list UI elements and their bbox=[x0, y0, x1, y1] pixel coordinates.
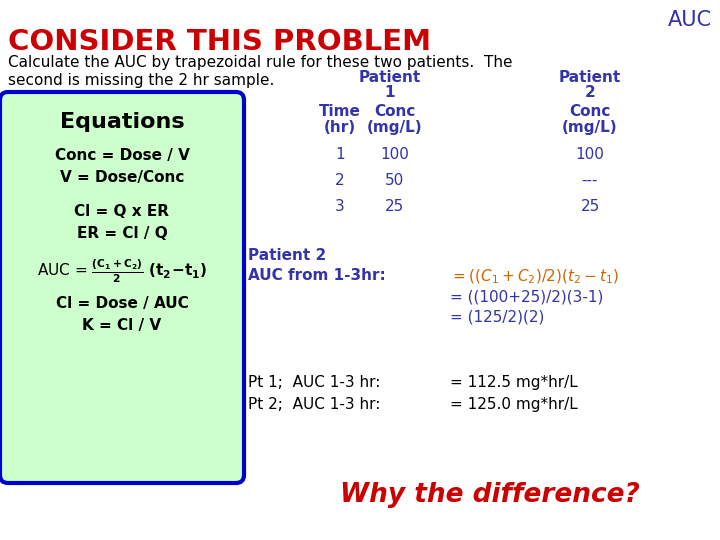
Text: Cl = Dose / AUC: Cl = Dose / AUC bbox=[55, 296, 189, 311]
Text: 2: 2 bbox=[336, 173, 345, 188]
Text: (mg/L): (mg/L) bbox=[562, 120, 618, 135]
Text: Cl = Q x ER: Cl = Q x ER bbox=[74, 204, 169, 219]
Text: 1: 1 bbox=[336, 147, 345, 162]
FancyBboxPatch shape bbox=[0, 92, 244, 483]
Text: second is missing the 2 hr sample.: second is missing the 2 hr sample. bbox=[8, 73, 274, 88]
Text: Conc = Dose / V: Conc = Dose / V bbox=[55, 148, 189, 163]
Text: Patient 2: Patient 2 bbox=[248, 248, 326, 263]
Text: $=((C_1 + C_2)/2)(t_2 - t_1)$: $=((C_1 + C_2)/2)(t_2 - t_1)$ bbox=[450, 268, 619, 286]
Text: Patient: Patient bbox=[559, 70, 621, 85]
Text: Conc: Conc bbox=[374, 104, 415, 119]
Text: CONSIDER THIS PROBLEM: CONSIDER THIS PROBLEM bbox=[8, 28, 431, 56]
Text: 1: 1 bbox=[384, 85, 395, 100]
Text: ER = Cl / Q: ER = Cl / Q bbox=[76, 226, 167, 241]
Text: Time: Time bbox=[319, 104, 361, 119]
Text: = ((100+25)/2)(3-1): = ((100+25)/2)(3-1) bbox=[450, 290, 603, 305]
Text: Conc: Conc bbox=[570, 104, 611, 119]
Text: AUC from 1-3hr:: AUC from 1-3hr: bbox=[248, 268, 386, 283]
Text: ---: --- bbox=[582, 173, 598, 188]
Text: 3: 3 bbox=[335, 199, 345, 214]
Text: Pt 2;  AUC 1-3 hr:: Pt 2; AUC 1-3 hr: bbox=[248, 397, 380, 412]
Text: = (125/2)(2): = (125/2)(2) bbox=[450, 310, 544, 325]
Text: 50: 50 bbox=[385, 173, 405, 188]
Text: V = Dose/Conc: V = Dose/Conc bbox=[60, 170, 184, 185]
Text: Pt 1;  AUC 1-3 hr:: Pt 1; AUC 1-3 hr: bbox=[248, 375, 380, 390]
Text: = 125.0 mg*hr/L: = 125.0 mg*hr/L bbox=[450, 397, 577, 412]
Text: AUC: AUC bbox=[668, 10, 712, 30]
Text: AUC = $\mathbf{\frac{(C_1+C_2)}{2}}$ $\mathbf{(t_2\!-\!t_1)}$: AUC = $\mathbf{\frac{(C_1+C_2)}{2}}$ $\m… bbox=[37, 258, 207, 286]
Text: (hr): (hr) bbox=[324, 120, 356, 135]
Text: 2: 2 bbox=[585, 85, 595, 100]
Text: 100: 100 bbox=[575, 147, 604, 162]
Text: Patient: Patient bbox=[359, 70, 421, 85]
Text: 25: 25 bbox=[385, 199, 405, 214]
Text: Calculate the AUC by trapezoidal rule for these two patients.  The: Calculate the AUC by trapezoidal rule fo… bbox=[8, 55, 513, 70]
Text: 100: 100 bbox=[381, 147, 410, 162]
Text: 25: 25 bbox=[580, 199, 600, 214]
Text: Why the difference?: Why the difference? bbox=[340, 482, 640, 508]
Text: Equations: Equations bbox=[60, 112, 184, 132]
Text: (mg/L): (mg/L) bbox=[367, 120, 423, 135]
Text: = 112.5 mg*hr/L: = 112.5 mg*hr/L bbox=[450, 375, 577, 390]
Text: K = Cl / V: K = Cl / V bbox=[82, 318, 161, 333]
